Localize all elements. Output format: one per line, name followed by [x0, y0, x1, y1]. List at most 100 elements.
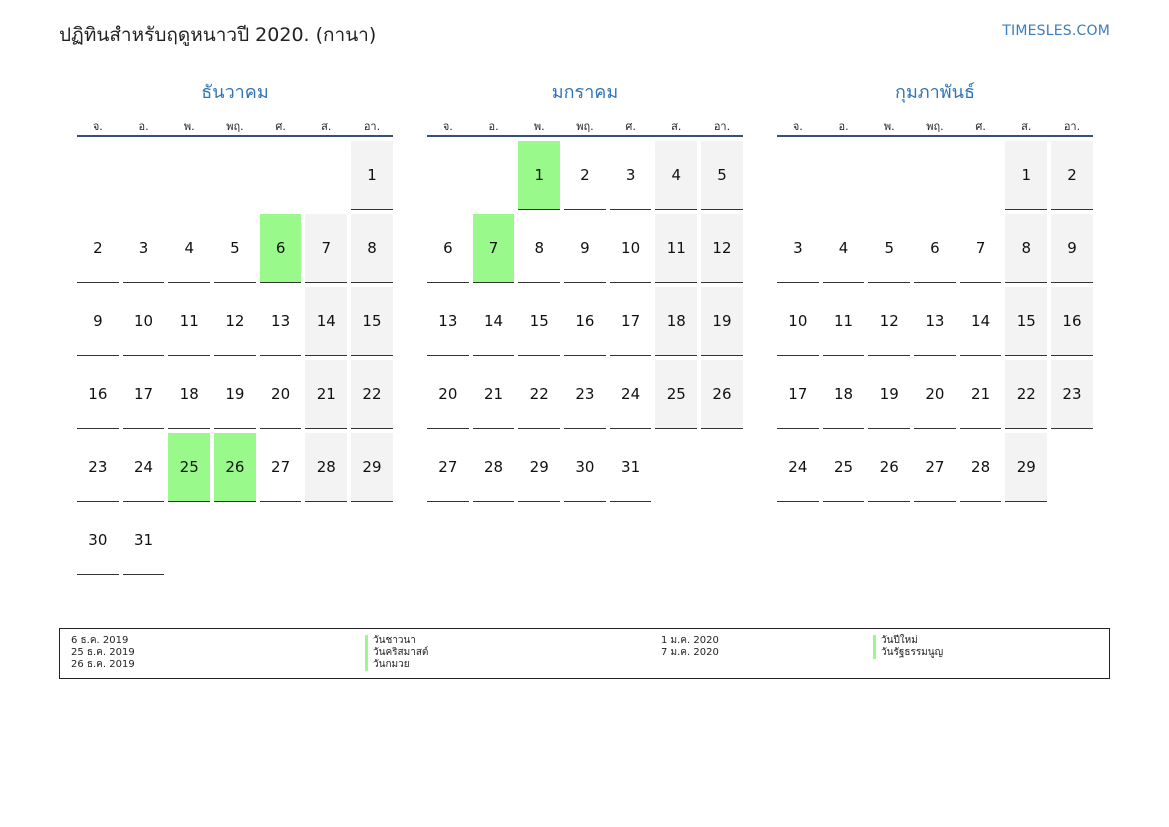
weekday-label: อา. [363, 120, 381, 133]
day-cell: 20 [914, 360, 956, 429]
empty-cell [473, 141, 515, 209]
week-row: 20 21 22 23 24 25 26 [427, 360, 743, 429]
day-cell: 25 [168, 433, 211, 502]
weekday-label: ศ. [625, 120, 636, 133]
day-cell: 27 [914, 433, 956, 502]
day-cell: 5 [701, 141, 743, 210]
empty-cell [260, 141, 302, 209]
day-cell: 10 [777, 287, 819, 356]
day-cell: 25 [655, 360, 698, 429]
month-name: กุมภาพันธ์ [895, 82, 975, 103]
weekday-label: พ. [183, 120, 195, 133]
weekday-label: อ. [138, 120, 149, 133]
day-cell: 31 [609, 433, 652, 502]
weekday-label: ส. [321, 120, 332, 133]
day-cell: 7 [305, 214, 348, 283]
month-january: มกราคม จ. อ. พ. พฤ. ศ. ส. อา. 1 2 3 4 5 6 7 8 9 10 11 12 1… [427, 80, 743, 506]
week-row: 13 14 15 16 17 18 19 [427, 287, 743, 356]
day-cell: 1 [351, 141, 393, 210]
week-row: 10 11 12 13 14 15 16 [777, 287, 1093, 356]
day-cell: 11 [168, 287, 211, 356]
week-row: 27 28 29 30 31 [427, 433, 743, 502]
weekday-label: พฤ. [226, 120, 244, 133]
calendar-grid: 1 2 3 4 5 6 7 8 9 10 11 12 13 14 15 16 17 18 19 20 21 22 23 24 2… [77, 141, 393, 575]
day-cell: 1 [518, 141, 561, 210]
day-cell: 16 [1051, 287, 1093, 356]
day-cell: 24 [609, 360, 652, 429]
legend-date: 6 ธ.ค. 2019 [71, 635, 129, 646]
empty-cell [305, 506, 347, 574]
day-cell: 7 [472, 214, 515, 283]
site-link[interactable]: TIMESLES.COM [1002, 23, 1110, 39]
day-cell: 1 [1005, 141, 1048, 210]
day-cell: 4 [168, 214, 211, 283]
weekday-header: จ. อ. พ. พฤ. ศ. ส. อา. [777, 110, 1093, 137]
weekday-label: ส. [1021, 120, 1032, 133]
day-cell: 4 [822, 214, 865, 283]
empty-cell [960, 141, 1002, 209]
legend-date: 26 ธ.ค. 2019 [71, 659, 135, 670]
day-cell: 30 [564, 433, 606, 502]
day-cell: 21 [959, 360, 1002, 429]
day-cell: 13 [914, 287, 956, 356]
day-cell: 11 [822, 287, 865, 356]
week-row: 16 17 18 19 20 21 22 [77, 360, 393, 429]
weekday-header: จ. อ. พ. พฤ. ศ. ส. อา. [427, 110, 743, 137]
week-row: 17 18 19 20 21 22 23 [777, 360, 1093, 429]
weekday-label: ศ. [275, 120, 286, 133]
day-cell: 19 [868, 360, 911, 429]
day-cell: 30 [77, 506, 119, 575]
empty-cell [214, 506, 256, 574]
day-cell: 19 [214, 360, 256, 429]
legend-holiday-name: วันรัฐธรรมนูญ [873, 647, 943, 659]
day-cell: 20 [427, 360, 469, 429]
day-cell: 7 [959, 214, 1002, 283]
empty-cell [305, 141, 347, 209]
day-cell: 16 [77, 360, 119, 429]
legend-date: 7 ม.ค. 2020 [661, 647, 719, 658]
day-cell: 27 [427, 433, 469, 502]
day-cell: 8 [1005, 214, 1048, 283]
day-cell: 5 [868, 214, 911, 283]
day-cell: 19 [701, 287, 743, 356]
day-cell: 15 [1005, 287, 1048, 356]
day-cell: 9 [77, 287, 119, 356]
day-cell: 12 [868, 287, 911, 356]
weekday-label: อา. [713, 120, 731, 133]
day-cell: 24 [122, 433, 165, 502]
day-cell: 28 [472, 433, 515, 502]
day-cell: 15 [351, 287, 393, 356]
day-cell: 14 [959, 287, 1002, 356]
weekday-label: พ. [533, 120, 545, 133]
day-cell: 8 [351, 214, 393, 283]
legend-holiday-name: วันกมวย [365, 659, 410, 671]
day-cell: 9 [564, 214, 606, 283]
holiday-legend: 6 ธ.ค. 2019 25 ธ.ค. 2019 26 ธ.ค. 2019 วั… [59, 628, 1110, 679]
empty-cell [701, 433, 743, 501]
day-cell: 18 [168, 360, 211, 429]
weekday-label: จ. [442, 120, 453, 133]
day-cell: 2 [77, 214, 119, 283]
day-cell: 26 [868, 433, 911, 502]
day-cell: 29 [1005, 433, 1048, 502]
month-december: ธันวาคม จ. อ. พ. พฤ. ศ. ส. อา. 1 2 3 4 5 6 7 8 9 10 11 12… [77, 80, 393, 579]
day-cell: 28 [305, 433, 348, 502]
day-cell: 11 [655, 214, 698, 283]
day-cell: 21 [305, 360, 348, 429]
day-cell: 14 [305, 287, 348, 356]
legend-holiday-name: วันชาวนา [365, 635, 416, 647]
month-february: กุมภาพันธ์ จ. อ. พ. พฤ. ศ. ส. อา. 1 2 3 4 5 6 7 8 9 10 1… [777, 80, 1093, 506]
empty-cell [123, 141, 165, 209]
day-cell: 6 [259, 214, 302, 283]
weekday-label: อ. [488, 120, 499, 133]
empty-cell [868, 141, 910, 209]
weekday-label: พฤ. [576, 120, 594, 133]
empty-cell [214, 141, 256, 209]
day-cell: 2 [564, 141, 606, 210]
day-cell: 3 [609, 141, 652, 210]
empty-cell [823, 141, 865, 209]
empty-cell [77, 141, 119, 209]
day-cell: 5 [214, 214, 256, 283]
